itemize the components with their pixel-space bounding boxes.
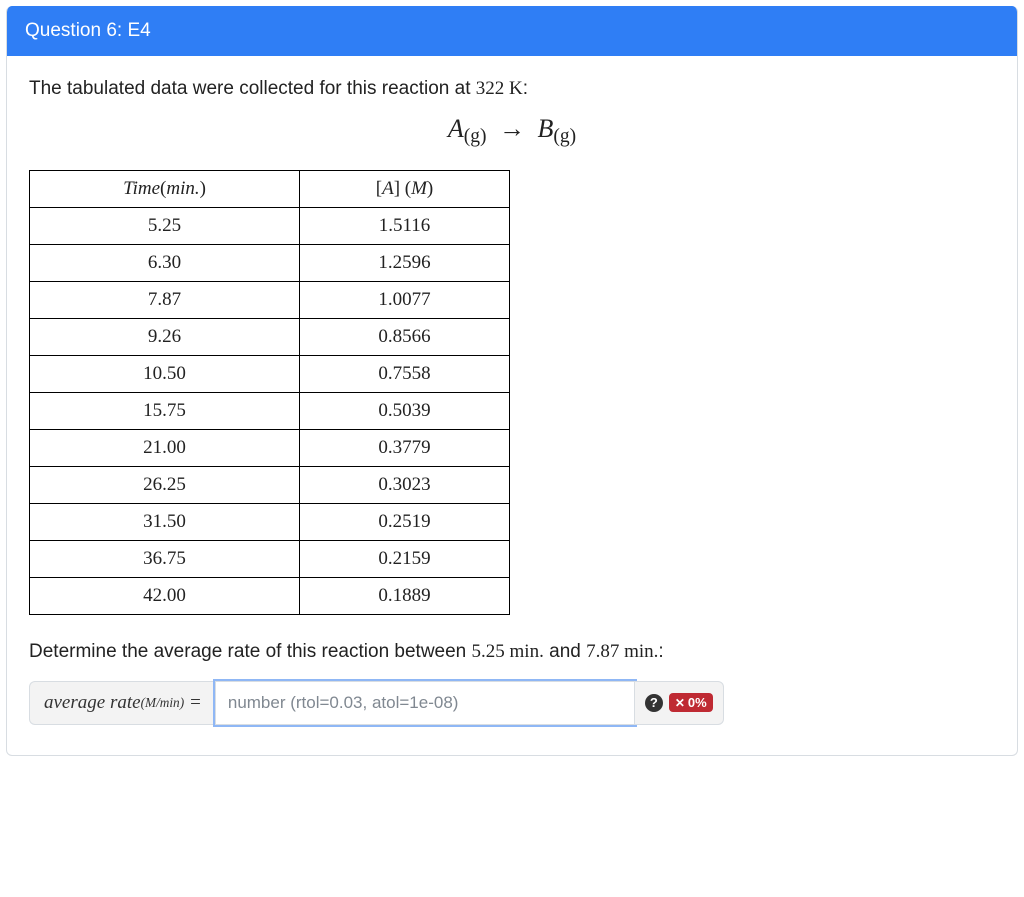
table-row: 9.260.8566: [30, 318, 510, 355]
arrow-icon: →: [499, 114, 525, 144]
question-body: The tabulated data were collected for th…: [7, 56, 1017, 755]
answer-status-addon: ? ✕0%: [635, 681, 724, 725]
table-row: 10.500.7558: [30, 355, 510, 392]
prompt-pre: The tabulated data were collected for th…: [29, 78, 476, 99]
phase-b: (g): [553, 126, 576, 147]
cell: 7.87: [30, 281, 300, 318]
answer-label: average rate(M/min) =: [29, 681, 215, 725]
prompt2-t2: 7.87 min.: [586, 641, 658, 662]
table-row: 21.000.3779: [30, 429, 510, 466]
cell: 42.00: [30, 577, 300, 614]
table-row: 7.871.0077: [30, 281, 510, 318]
cell: 0.7558: [300, 355, 510, 392]
table-row: 15.750.5039: [30, 392, 510, 429]
table-body: 5.251.5116 6.301.2596 7.871.0077 9.260.8…: [30, 207, 510, 614]
cell: 15.75: [30, 392, 300, 429]
question-title: Question 6: E4: [25, 20, 151, 41]
col-header-time: Time(min.): [30, 170, 300, 207]
score-badge: ✕0%: [669, 693, 713, 712]
cell: 1.5116: [300, 207, 510, 244]
cell: 9.26: [30, 318, 300, 355]
answer-label-prefix: average rate: [44, 692, 141, 714]
table-header-row: Time(min.) [A] (M): [30, 170, 510, 207]
cell: 0.2159: [300, 540, 510, 577]
col-header-concentration: [A] (M): [300, 170, 510, 207]
cell: 0.3023: [300, 466, 510, 503]
question-header: Question 6: E4: [7, 6, 1017, 56]
cell: 0.3779: [300, 429, 510, 466]
prompt-temperature: 322 K: [476, 78, 523, 99]
prompt-question: Determine the average rate of this react…: [29, 641, 995, 663]
table-row: 26.250.3023: [30, 466, 510, 503]
table-row: 31.500.2519: [30, 503, 510, 540]
prompt-text: The tabulated data were collected for th…: [29, 78, 995, 100]
prompt2-pre: Determine the average rate of this react…: [29, 641, 472, 662]
cell: 31.50: [30, 503, 300, 540]
cell: 10.50: [30, 355, 300, 392]
reaction-equation: A(g) → B(g): [29, 114, 995, 148]
cell: 0.5039: [300, 392, 510, 429]
score-percent: 0%: [688, 695, 707, 710]
table-row: 6.301.2596: [30, 244, 510, 281]
question-card: Question 6: E4 The tabulated data were c…: [6, 6, 1018, 756]
species-a: A: [448, 114, 464, 143]
prompt2-post: :: [658, 641, 663, 662]
table-row: 42.000.1889: [30, 577, 510, 614]
answer-label-subscript: (M/min): [141, 695, 185, 711]
prompt2-t1: 5.25 min.: [472, 641, 544, 662]
cell: 5.25: [30, 207, 300, 244]
cell: 0.1889: [300, 577, 510, 614]
prompt2-mid: and: [544, 641, 586, 662]
prompt-post: :: [523, 78, 528, 99]
cell: 36.75: [30, 540, 300, 577]
cell: 1.2596: [300, 244, 510, 281]
wrong-icon: ✕: [675, 696, 685, 710]
cell: 21.00: [30, 429, 300, 466]
data-table: Time(min.) [A] (M) 5.251.5116 6.301.2596…: [29, 170, 510, 615]
cell: 0.2519: [300, 503, 510, 540]
phase-a: (g): [464, 126, 487, 147]
equals-sign: =: [190, 692, 201, 714]
cell: 26.25: [30, 466, 300, 503]
answer-input[interactable]: [215, 681, 635, 725]
help-icon[interactable]: ?: [645, 694, 663, 712]
species-b: B: [538, 114, 554, 143]
cell: 0.8566: [300, 318, 510, 355]
table-row: 5.251.5116: [30, 207, 510, 244]
cell: 6.30: [30, 244, 300, 281]
table-row: 36.750.2159: [30, 540, 510, 577]
answer-input-group: average rate(M/min) = ? ✕0%: [29, 681, 995, 725]
cell: 1.0077: [300, 281, 510, 318]
